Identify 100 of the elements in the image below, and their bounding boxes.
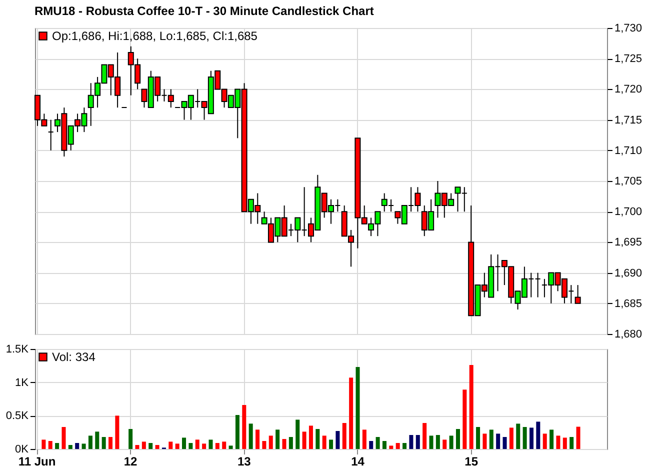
bar	[376, 437, 380, 449]
bar	[396, 443, 400, 449]
bar	[416, 435, 420, 449]
bar	[336, 431, 340, 449]
bar	[288, 437, 293, 449]
bar	[550, 430, 554, 449]
bar	[462, 390, 467, 449]
bar	[496, 434, 500, 449]
bar	[135, 445, 140, 449]
bar	[168, 442, 173, 449]
y-tick-label: 1,705	[614, 176, 642, 188]
bar	[276, 430, 280, 449]
bar	[215, 443, 220, 449]
bar	[195, 440, 200, 449]
bar	[248, 424, 253, 449]
bar	[115, 416, 120, 449]
bar	[208, 440, 213, 449]
bar	[482, 434, 487, 449]
bar	[436, 435, 440, 449]
y-tick-label: 1,700	[614, 206, 642, 218]
bar	[155, 445, 160, 449]
bar	[55, 443, 60, 449]
x-tick-label: 11 Jun	[18, 454, 56, 468]
bar	[296, 420, 300, 449]
bar	[429, 436, 434, 449]
y-tick-label: 0.5K	[6, 410, 30, 422]
bar	[329, 440, 334, 449]
bar	[42, 440, 46, 449]
bar	[128, 429, 133, 449]
bar	[382, 441, 386, 449]
bar	[342, 423, 346, 449]
bar	[529, 428, 534, 449]
bar	[175, 444, 180, 449]
candlestick	[574, 284, 581, 304]
bar	[516, 424, 520, 449]
bar	[202, 444, 206, 449]
bar	[108, 437, 113, 449]
bar	[456, 429, 460, 449]
bar	[476, 427, 480, 449]
bar	[356, 367, 360, 449]
bar	[308, 426, 313, 449]
x-tick-label: 14	[351, 454, 365, 468]
y-tick-label: 1,685	[614, 298, 642, 310]
bar	[489, 430, 494, 449]
bar	[449, 436, 454, 449]
bar	[322, 436, 326, 449]
y-tick-label: 0K	[15, 444, 30, 456]
bar	[389, 446, 394, 449]
chart-title: RMU18 - Robusta Coffee 10-T - 30 Minute Candlestick Chart	[34, 4, 374, 18]
y-tick-label: 1,720	[614, 84, 642, 96]
y-tick-label: 1,710	[614, 144, 642, 157]
bar	[316, 429, 320, 449]
bar	[402, 443, 407, 449]
bar	[242, 405, 246, 449]
bar	[75, 443, 80, 449]
bar	[576, 426, 580, 449]
bar	[556, 436, 560, 449]
bar	[62, 427, 66, 449]
y-tick-label: 1K	[15, 376, 30, 389]
candlestick	[534, 272, 541, 298]
bar	[409, 435, 414, 449]
bar	[262, 441, 266, 449]
bar	[68, 445, 72, 449]
bar	[522, 427, 527, 449]
y-tick-label: 1,715	[614, 114, 642, 126]
annotation: Vol: 334	[52, 350, 96, 364]
bar	[442, 440, 447, 449]
bar	[142, 442, 146, 449]
bar	[228, 446, 233, 449]
bar	[362, 430, 366, 449]
bar	[148, 443, 153, 449]
bar	[282, 439, 286, 449]
x-tick-label: 15	[464, 454, 478, 468]
y-tick-label: 1,690	[614, 267, 642, 280]
bar	[88, 436, 92, 449]
bar	[502, 437, 507, 449]
y-tick-label: 1,695	[614, 236, 642, 249]
bar	[570, 437, 574, 449]
bar	[469, 365, 474, 449]
y-tick-label: 1.5K	[6, 344, 30, 356]
y-tick-label: 1,730	[614, 22, 642, 34]
bar	[536, 422, 540, 449]
bar	[95, 432, 100, 449]
y-tick-label: 1,725	[614, 53, 642, 66]
x-tick-label: 12	[124, 454, 138, 468]
bar	[268, 436, 273, 449]
bar	[188, 443, 193, 449]
bar	[562, 438, 567, 449]
bar	[102, 437, 106, 449]
bar	[48, 441, 52, 449]
bar	[82, 444, 86, 449]
x-tick-label: 13	[237, 454, 252, 468]
bar	[302, 432, 306, 449]
candlestick	[48, 119, 54, 151]
bar	[369, 441, 374, 449]
bar	[349, 378, 354, 449]
annotation: Op:1,686, Hi:1,688, Lo:1,685, Cl:1,685	[52, 29, 258, 43]
bar	[182, 438, 186, 449]
bar	[235, 415, 240, 449]
bar	[422, 423, 427, 449]
